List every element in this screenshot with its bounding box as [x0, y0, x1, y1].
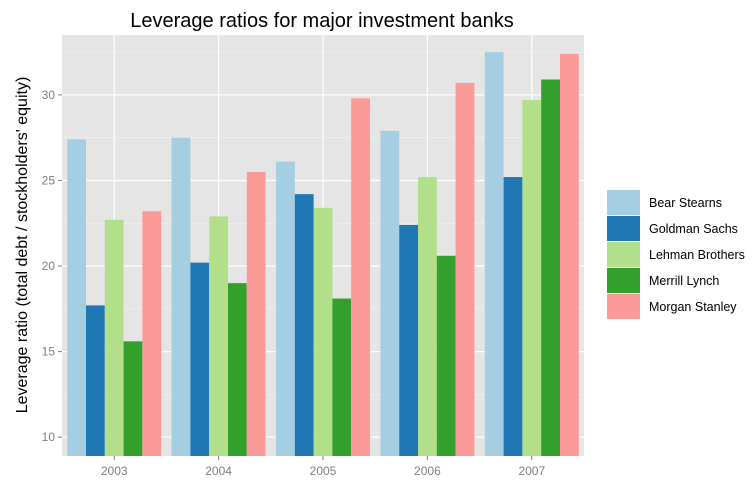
x-tick-label: 2004: [205, 464, 232, 478]
bar: [455, 82, 475, 456]
y-tick-label: 30: [42, 88, 56, 102]
bar: [276, 161, 295, 456]
bar: [123, 341, 143, 456]
x-tick-label: 2003: [101, 464, 128, 478]
x-tick-label: 2006: [414, 464, 441, 478]
bar: [399, 224, 419, 456]
y-axis-label: Leverage ratio (total debt / stockholder…: [14, 77, 31, 414]
bar: [541, 79, 560, 456]
bar: [104, 219, 124, 456]
bar: [142, 211, 162, 456]
legend-swatch: [607, 190, 640, 215]
bar: [380, 130, 400, 456]
bar: [294, 194, 314, 456]
legend-label: Goldman Sachs: [649, 222, 738, 236]
legend-label: Lehman Brothers: [649, 248, 745, 262]
bars: [67, 52, 579, 457]
bar: [209, 216, 228, 456]
bar: [484, 52, 504, 456]
bar: [190, 262, 210, 456]
legend-swatch: [607, 268, 640, 293]
bar: [559, 53, 579, 457]
x-tick-label: 2007: [518, 464, 545, 478]
bar: [246, 171, 266, 456]
x-axis-ticks: 2003 2004 2005 2006 2007: [101, 456, 545, 478]
legend: Bear Stearns Goldman Sachs Lehman Brothers…: [607, 190, 745, 319]
bar: [351, 98, 370, 456]
legend-swatch: [607, 216, 640, 241]
bar: [418, 177, 437, 456]
bar: [171, 137, 191, 456]
y-tick-label: 25: [42, 173, 56, 187]
bar: [332, 298, 352, 456]
bar: [503, 177, 523, 456]
bar: [436, 255, 456, 456]
legend-label: Merrill Lynch: [649, 274, 719, 288]
x-tick-label: 2005: [310, 464, 337, 478]
legend-label: Morgan Stanley: [649, 300, 737, 314]
legend-swatch: [607, 242, 640, 267]
bar: [86, 305, 105, 456]
legend-label: Bear Stearns: [649, 196, 722, 210]
y-axis-ticks: 10 15 20 25 30: [42, 88, 62, 444]
y-tick-label: 10: [42, 430, 56, 444]
chart-title: Leverage ratios for major investment ban…: [130, 10, 514, 32]
y-tick-label: 15: [42, 345, 56, 359]
y-tick-label: 20: [42, 259, 56, 273]
bar: [227, 283, 247, 456]
bar: [522, 100, 542, 456]
legend-swatch: [607, 294, 640, 319]
bar: [313, 207, 333, 456]
bar: [67, 139, 87, 457]
